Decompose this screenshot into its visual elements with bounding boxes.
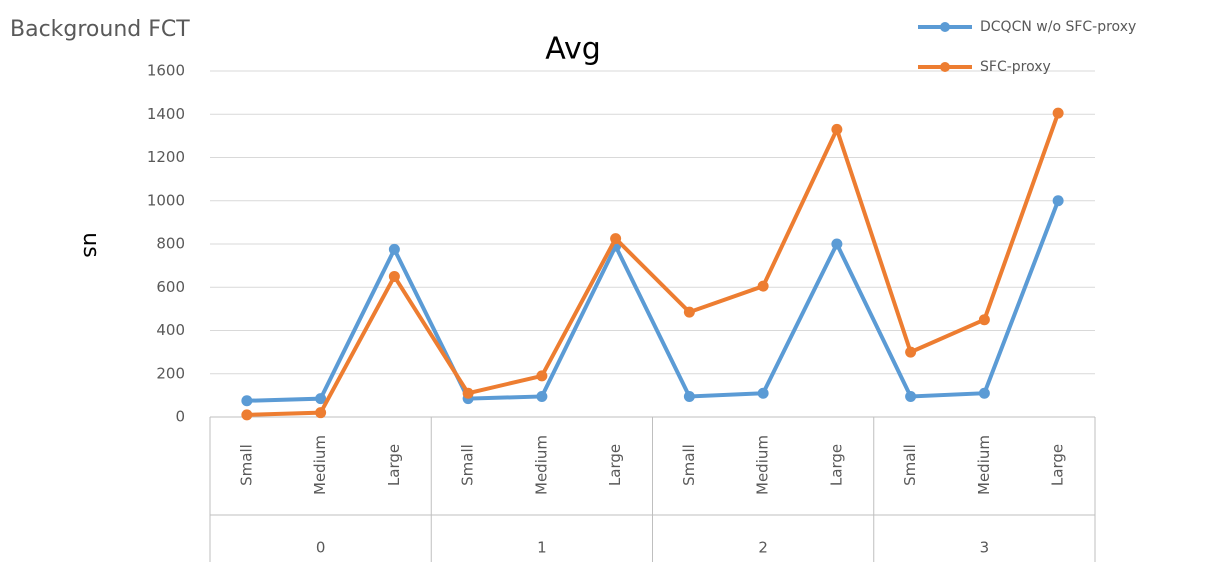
x-tick-label: Medium: [754, 435, 772, 495]
data-point: [315, 393, 327, 405]
data-point: [757, 387, 769, 399]
data-point: [683, 306, 695, 318]
series-line: [246, 200, 1060, 403]
x-tick-label: Medium: [311, 435, 329, 495]
x-tick-label: Large: [606, 444, 624, 486]
data-point: [536, 370, 548, 382]
data-point: [388, 270, 400, 282]
x-tick-label: Small: [459, 444, 477, 486]
y-tick-label: 400: [156, 321, 185, 339]
data-point: [315, 407, 327, 419]
data-point: [905, 346, 917, 358]
x-tick-label: Small: [680, 444, 698, 486]
x-tick-label: Large: [385, 444, 403, 486]
y-tick-label: 1000: [147, 191, 185, 209]
data-point: [978, 314, 990, 326]
x-tick-label: Small: [237, 444, 255, 486]
data-point: [462, 387, 474, 399]
data-point: [610, 233, 622, 245]
y-tick-label: 1400: [147, 105, 185, 123]
group-label: 1: [537, 539, 547, 557]
y-axis-label: us: [78, 232, 103, 257]
data-point: [978, 387, 990, 399]
data-point: [1052, 107, 1064, 119]
group-label: 0: [316, 539, 326, 557]
data-point: [1052, 195, 1064, 207]
data-point: [831, 238, 843, 250]
chart-header: Background FCT: [10, 17, 190, 42]
legend-marker: [940, 22, 950, 32]
x-tick-label: Small: [901, 444, 919, 486]
legend-marker: [940, 62, 950, 72]
legend-label: DCQCN w/o SFC-proxy: [980, 19, 1136, 35]
y-tick-label: 1600: [147, 62, 185, 80]
y-tick-label: 200: [156, 364, 185, 382]
x-tick-label: Medium: [975, 435, 993, 495]
y-tick-label: 800: [156, 235, 185, 253]
data-point: [683, 390, 695, 402]
y-tick-label: 0: [175, 408, 185, 426]
data-point: [757, 280, 769, 292]
group-label: 3: [980, 539, 990, 557]
chart-title: Avg: [545, 32, 601, 67]
group-label: 2: [758, 539, 768, 557]
legend-label: SFC-proxy: [980, 59, 1051, 75]
x-tick-label: Large: [1049, 444, 1067, 486]
data-point: [241, 395, 253, 407]
y-tick-label: 600: [156, 278, 185, 296]
x-tick-label: Medium: [532, 435, 550, 495]
x-tick-label: Large: [827, 444, 845, 486]
data-point: [831, 123, 843, 135]
data-point: [536, 390, 548, 402]
y-tick-label: 1200: [147, 148, 185, 166]
data-point: [905, 390, 917, 402]
data-point: [241, 409, 253, 421]
data-point: [388, 243, 400, 255]
series-line: [246, 112, 1061, 417]
